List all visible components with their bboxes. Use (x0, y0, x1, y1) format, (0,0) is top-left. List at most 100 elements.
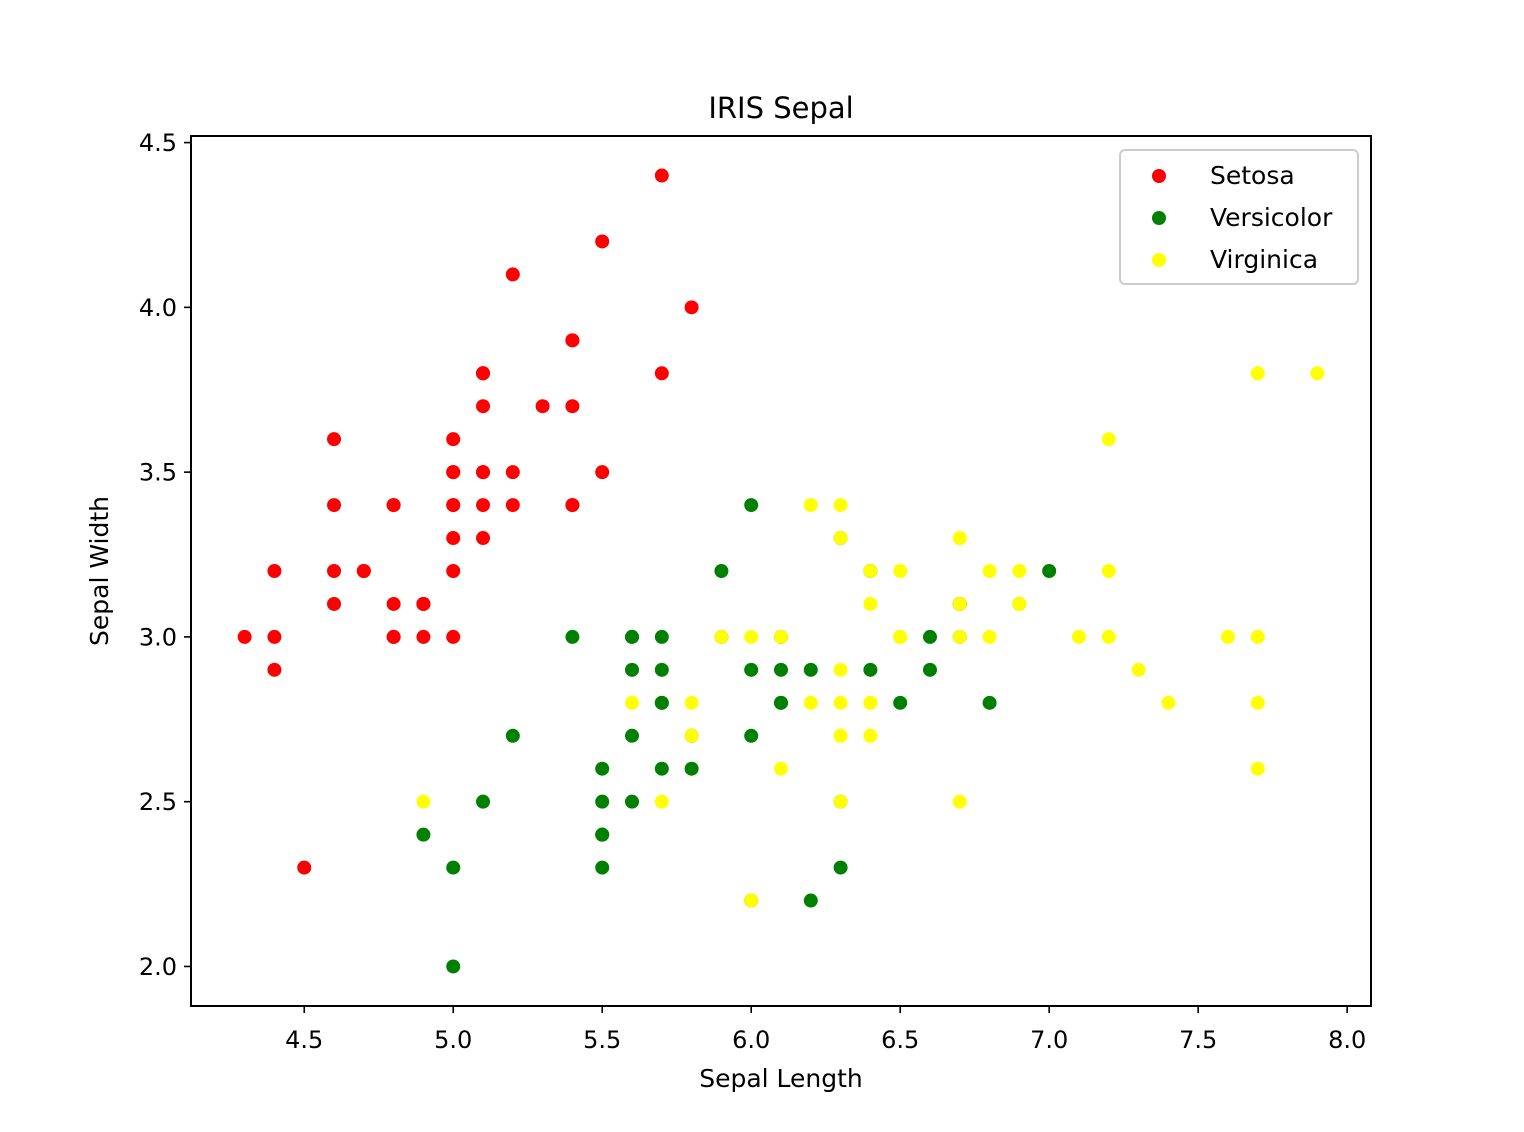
data-point (1131, 662, 1146, 677)
data-point (833, 531, 848, 546)
data-point (774, 695, 788, 710)
y-tick-label: 2.0 (139, 953, 177, 981)
data-point (327, 596, 342, 611)
data-point (774, 629, 788, 644)
data-point (833, 728, 848, 743)
data-point (893, 695, 908, 710)
data-point (863, 596, 878, 611)
data-point (476, 366, 491, 381)
data-point (744, 728, 759, 743)
data-point (1071, 629, 1086, 644)
data-point (446, 498, 461, 513)
data-point (267, 629, 282, 644)
data-point (922, 662, 937, 677)
data-point (595, 761, 610, 776)
series-setosa (237, 168, 699, 875)
data-point (625, 794, 640, 809)
data-point (1042, 564, 1057, 578)
data-point (416, 596, 431, 611)
data-point (505, 465, 520, 480)
data-point (654, 695, 669, 710)
data-point (803, 695, 818, 710)
data-point (476, 531, 491, 546)
data-point (476, 794, 491, 809)
data-point (833, 860, 848, 875)
x-tick-label: 4.5 (285, 1026, 323, 1054)
legend-marker (1152, 211, 1166, 225)
x-tick-label: 6.5 (881, 1026, 919, 1054)
data-point (565, 399, 580, 414)
data-point (505, 267, 520, 282)
legend-item-versicolor: Versicolor (1152, 203, 1333, 232)
data-point (952, 794, 967, 809)
x-tick-label: 8.0 (1328, 1026, 1366, 1054)
data-point (446, 564, 461, 578)
data-point (356, 564, 371, 578)
data-point (803, 498, 818, 513)
data-point (237, 629, 252, 644)
x-axis-ticks: 4.5 5.0 5.5 6.0 6.5 7.0 7.5 8.0 (285, 1006, 1366, 1054)
data-point (774, 761, 788, 776)
data-point (893, 629, 908, 644)
x-tick-label: 5.5 (583, 1026, 621, 1054)
data-point (922, 629, 937, 644)
data-point (744, 629, 759, 644)
data-point (297, 860, 312, 875)
data-point (416, 794, 431, 809)
data-point (654, 629, 669, 644)
data-point (684, 695, 699, 710)
data-point (625, 629, 640, 644)
data-point (476, 399, 491, 414)
data-point (1250, 695, 1265, 710)
data-point (416, 629, 431, 644)
x-tick-label: 7.5 (1179, 1026, 1217, 1054)
data-point (863, 662, 878, 677)
data-point (1161, 695, 1176, 710)
y-tick-label: 3.5 (139, 459, 177, 487)
y-tick-label: 4.0 (139, 294, 177, 322)
data-point (416, 827, 431, 842)
data-point (1250, 629, 1265, 644)
y-axis-ticks: 2.0 2.5 3.0 3.5 4.0 4.5 (139, 129, 191, 981)
x-tick-label: 7.0 (1030, 1026, 1068, 1054)
data-point (386, 629, 401, 644)
data-point (505, 498, 520, 513)
data-point (1250, 761, 1265, 776)
data-point (684, 300, 699, 315)
data-point (1310, 366, 1325, 381)
data-point (863, 728, 878, 743)
data-point (267, 662, 282, 677)
data-point (565, 333, 580, 348)
data-point (1101, 564, 1116, 578)
data-point (833, 695, 848, 710)
data-point (744, 498, 759, 513)
data-point (476, 498, 491, 513)
data-point (654, 168, 669, 183)
data-point (327, 564, 342, 578)
chart-title: IRIS Sepal (708, 91, 853, 125)
data-point (1220, 629, 1235, 644)
data-point (833, 498, 848, 513)
y-axis-label: Sepal Width (85, 496, 114, 646)
data-point (744, 662, 759, 677)
data-point (1012, 564, 1027, 578)
data-point (714, 629, 729, 644)
data-point (565, 629, 580, 644)
data-point (565, 498, 580, 513)
data-point (654, 662, 669, 677)
data-point (625, 695, 640, 710)
data-point (1250, 366, 1265, 381)
legend-item-virginica: Virginica (1152, 245, 1318, 274)
data-point (714, 564, 729, 578)
legend-label: Versicolor (1210, 203, 1333, 232)
data-point (476, 465, 491, 480)
data-point (625, 728, 640, 743)
data-point (744, 893, 759, 908)
data-point (386, 596, 401, 611)
data-point (386, 498, 401, 513)
series-virginica (416, 366, 1325, 908)
data-point (684, 728, 699, 743)
y-tick-label: 2.5 (139, 788, 177, 816)
data-point (595, 794, 610, 809)
